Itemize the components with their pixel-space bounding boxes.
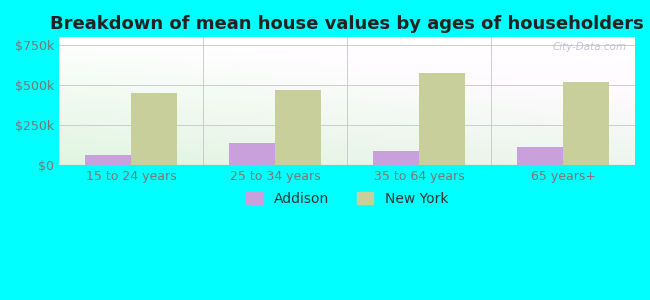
Legend: Addison, New York: Addison, New York — [240, 187, 454, 211]
Bar — [85, 155, 131, 165]
Bar — [131, 93, 177, 165]
Bar — [563, 82, 609, 165]
Text: City-Data.com: City-Data.com — [552, 42, 627, 52]
Bar — [419, 73, 465, 165]
Bar — [373, 151, 419, 165]
Bar — [517, 147, 563, 165]
Title: Breakdown of mean house values by ages of householders: Breakdown of mean house values by ages o… — [50, 15, 644, 33]
Bar — [275, 90, 321, 165]
Bar — [229, 142, 275, 165]
